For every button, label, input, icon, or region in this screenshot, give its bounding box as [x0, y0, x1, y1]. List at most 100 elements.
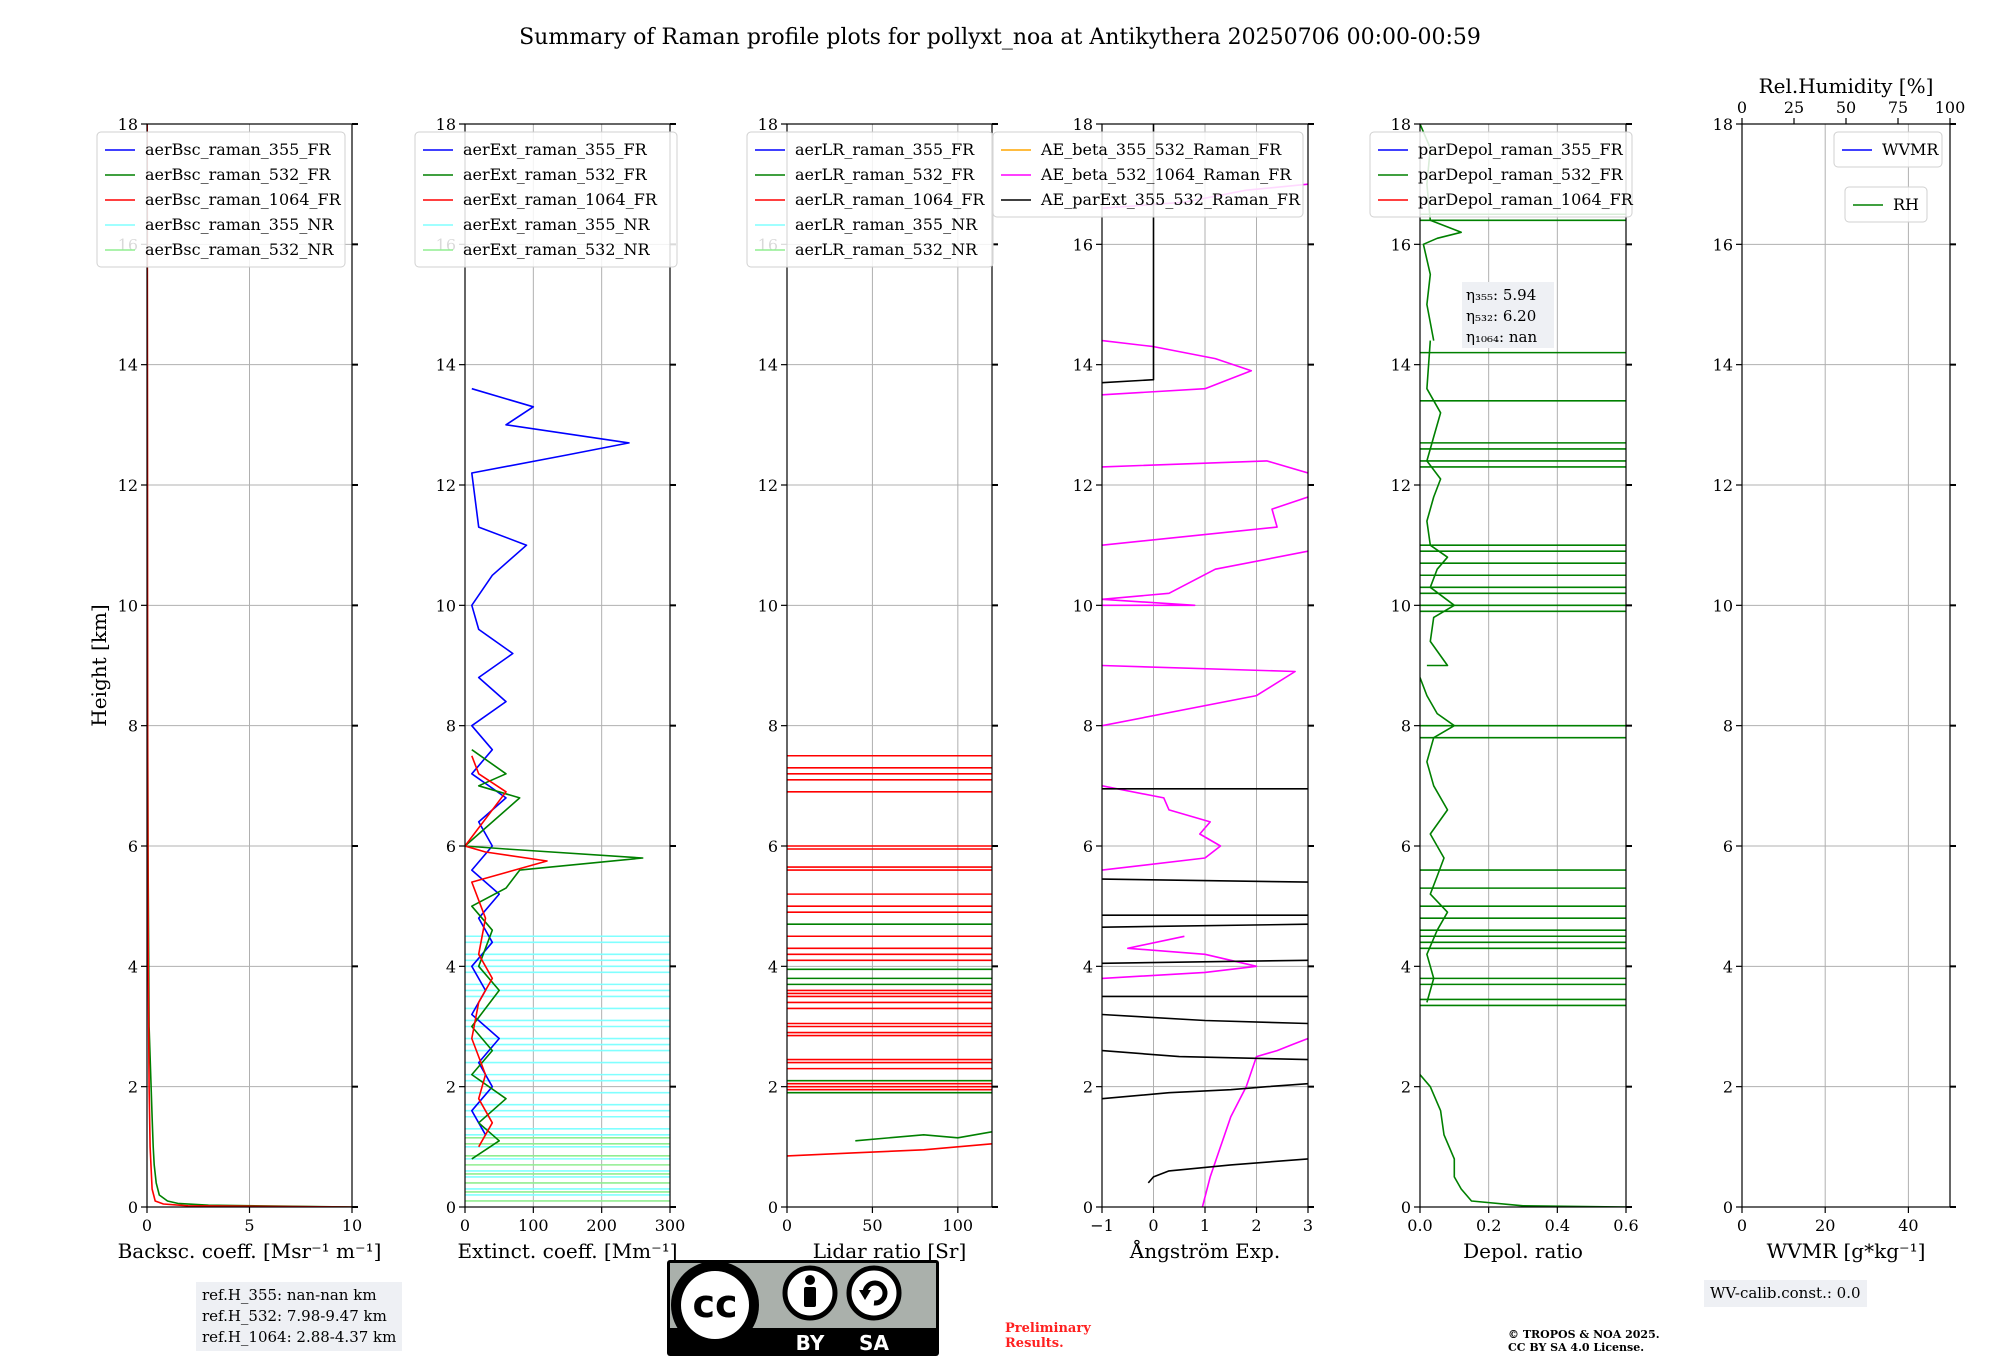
x-tick-label: 0.0 [1407, 1216, 1432, 1235]
x-axis-label: Lidar ratio [Sr] [813, 1239, 967, 1263]
wv-calibration-text: WV-calib.const.: 0.0 [1710, 1284, 1861, 1302]
series-line [1102, 550, 1308, 607]
share-alike-arrowhead-icon [859, 1290, 871, 1300]
y-tick-label: 14 [118, 356, 138, 375]
preliminary-line-2: Results. [1005, 1336, 1064, 1351]
series-line [1102, 959, 1308, 965]
y-tick-label: 6 [1083, 837, 1093, 856]
y-tick-label: 18 [1073, 115, 1093, 134]
legend-label: aerLR_raman_355_NR [795, 215, 978, 234]
y-tick-label: 12 [436, 476, 456, 495]
y-tick-label: 14 [436, 356, 456, 375]
y-tick-label: 12 [118, 476, 138, 495]
ref-height-532: ref.H_532: 7.98-9.47 km [202, 1307, 387, 1325]
y-tick-label: 6 [1401, 837, 1411, 856]
y-tick-label: 14 [1713, 356, 1733, 375]
eta-annotation-line: η₁₀₆₄: nan [1466, 328, 1537, 346]
y-tick-label: 8 [768, 717, 778, 736]
legend-label: aerExt_raman_532_NR [463, 240, 651, 259]
legend-box [992, 131, 1304, 218]
legend-label: aerLR_raman_532_NR [795, 240, 978, 259]
y-tick-label: 0 [128, 1198, 138, 1217]
top-x-tick-label: 50 [1836, 98, 1856, 117]
legend-label: aerBsc_raman_355_FR [145, 140, 331, 159]
series-line [1102, 496, 1308, 546]
x-tick-label: 0 [142, 1216, 152, 1235]
y-tick-label: 4 [1401, 957, 1411, 976]
series-line [1102, 1013, 1308, 1025]
y-tick-label: 16 [1073, 235, 1093, 254]
y-tick-label: 8 [1401, 717, 1411, 736]
legend-label: AE_beta_355_532_Raman_FR [1040, 140, 1282, 159]
preliminary-line-1: Preliminary [1005, 1321, 1091, 1336]
y-tick-label: 4 [128, 957, 138, 976]
x-tick-label: 1 [1200, 1216, 1210, 1235]
cc-license-logo: cc BY SA [667, 1260, 939, 1356]
series-line [1426, 340, 1456, 667]
y-tick-label: 4 [1723, 957, 1733, 976]
series-line [1102, 339, 1253, 396]
x-tick-label: 3 [1303, 1216, 1313, 1235]
y-tick-label: 14 [1073, 356, 1093, 375]
eta-annotation-box [1462, 282, 1554, 348]
x-tick-label: 100 [943, 1216, 974, 1235]
x-tick-label: 0 [460, 1216, 470, 1235]
legend-label: aerExt_raman_355_FR [463, 140, 648, 159]
top-x-tick-label: 0 [1737, 98, 1747, 117]
x-tick-label: −1 [1090, 1216, 1114, 1235]
x-tick-label: 0 [782, 1216, 792, 1235]
panel-ext: 0246810121416180100200300Extinct. coeff.… [414, 115, 686, 1263]
y-tick-label: 8 [128, 717, 138, 736]
attribution-head-icon [805, 1275, 815, 1285]
x-tick-label: 0.4 [1545, 1216, 1570, 1235]
axes-frame [786, 123, 993, 1208]
series-line [1420, 1074, 1626, 1207]
y-tick-label: 12 [1713, 476, 1733, 495]
y-tick-label: 6 [768, 837, 778, 856]
series-line [855, 1131, 992, 1142]
y-tick-label: 18 [1391, 115, 1411, 134]
y-tick-label: 14 [1391, 356, 1411, 375]
legend-box [1369, 131, 1633, 218]
legend-label: parDepol_raman_355_FR [1418, 140, 1624, 159]
x-axis-label: Extinct. coeff. [Mm⁻¹] [457, 1239, 677, 1263]
legend-box [414, 131, 678, 268]
x-tick-label: 0.6 [1613, 1216, 1638, 1235]
y-tick-label: 8 [1723, 717, 1733, 736]
legend-label: aerExt_raman_355_NR [463, 215, 651, 234]
ref-height-355: ref.H_355: nan-nan km [202, 1286, 377, 1304]
legend-label: aerExt_raman_532_FR [463, 165, 648, 184]
eta-annotation-line: η₅₃₂: 6.20 [1466, 307, 1536, 325]
y-tick-label: 8 [446, 717, 456, 736]
legend-label: AE_parExt_355_532_Raman_FR [1040, 190, 1301, 209]
y-tick-label: 0 [1083, 1198, 1093, 1217]
y-tick-label: 0 [1723, 1198, 1733, 1217]
axes-frame [1741, 123, 1951, 1208]
y-tick-label: 16 [1713, 235, 1733, 254]
share-alike-icon [846, 1265, 902, 1321]
panel-bsc: 0246810121416180510Backsc. coeff. [Msr⁻¹… [87, 115, 381, 1263]
y-tick-label: 14 [758, 356, 778, 375]
y-tick-label: 2 [1723, 1078, 1733, 1097]
axes-frame [464, 123, 671, 1208]
y-tick-label: 4 [1083, 957, 1093, 976]
copyright-line-1: © TROPOS & NOA 2025. [1508, 1328, 1660, 1341]
license-by-label: BY [796, 1331, 825, 1355]
x-tick-label: 0 [1148, 1216, 1158, 1235]
x-tick-label: 10 [342, 1216, 362, 1235]
cc-circle-inner-icon [681, 1271, 749, 1339]
y-tick-label: 10 [758, 596, 778, 615]
eta-annotation-line: η₃₅₅: 5.94 [1466, 286, 1536, 304]
share-alike-arrow-icon [862, 1280, 888, 1306]
series-line [465, 755, 548, 1148]
y-tick-label: 6 [1723, 837, 1733, 856]
plot-area [1102, 124, 1308, 1207]
y-tick-label: 0 [1401, 1198, 1411, 1217]
legend-label: aerLR_raman_355_FR [795, 140, 975, 159]
series-line [470, 387, 630, 1136]
y-tick-label: 2 [1083, 1078, 1093, 1097]
x-tick-label: 300 [655, 1216, 686, 1235]
